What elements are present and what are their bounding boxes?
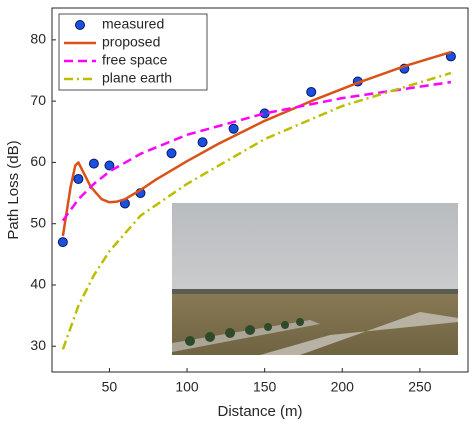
y-tick-label: 50 xyxy=(30,214,46,230)
legend-swatch xyxy=(75,20,85,30)
y-tick-label: 70 xyxy=(30,92,46,108)
axes-frame xyxy=(51,7,469,373)
y-tick-label: 80 xyxy=(30,31,46,47)
data-point xyxy=(73,173,84,184)
y-tick-label: 30 xyxy=(30,337,46,353)
data-point xyxy=(57,237,68,248)
x-tick-label: 250 xyxy=(408,379,432,395)
legend: measured proposed free space plane earth xyxy=(58,13,208,91)
data-point xyxy=(166,148,177,159)
inset-photo xyxy=(172,203,458,355)
series-line xyxy=(61,71,452,350)
legend-label: free space xyxy=(102,52,168,68)
x-tick-label: 150 xyxy=(253,379,277,395)
series-line xyxy=(61,80,452,222)
x-tick-label: 100 xyxy=(175,379,199,395)
x-axis-label: Distance (m) xyxy=(217,403,302,420)
legend-label: proposed xyxy=(102,34,160,50)
legend-label: measured xyxy=(102,16,164,32)
data-point xyxy=(306,86,317,97)
data-point xyxy=(104,160,115,171)
data-point xyxy=(228,123,239,134)
data-point xyxy=(445,51,456,62)
data-point xyxy=(88,158,99,169)
x-tick-label: 200 xyxy=(331,379,355,395)
y-tick-label: 60 xyxy=(30,153,46,169)
series-line xyxy=(61,50,452,237)
y-tick-label: 40 xyxy=(30,276,46,292)
y-axis-label: Path Loss (dB) xyxy=(5,140,22,239)
data-point xyxy=(197,137,208,148)
legend-label: plane earth xyxy=(102,70,172,86)
x-tick-label: 50 xyxy=(102,379,118,395)
